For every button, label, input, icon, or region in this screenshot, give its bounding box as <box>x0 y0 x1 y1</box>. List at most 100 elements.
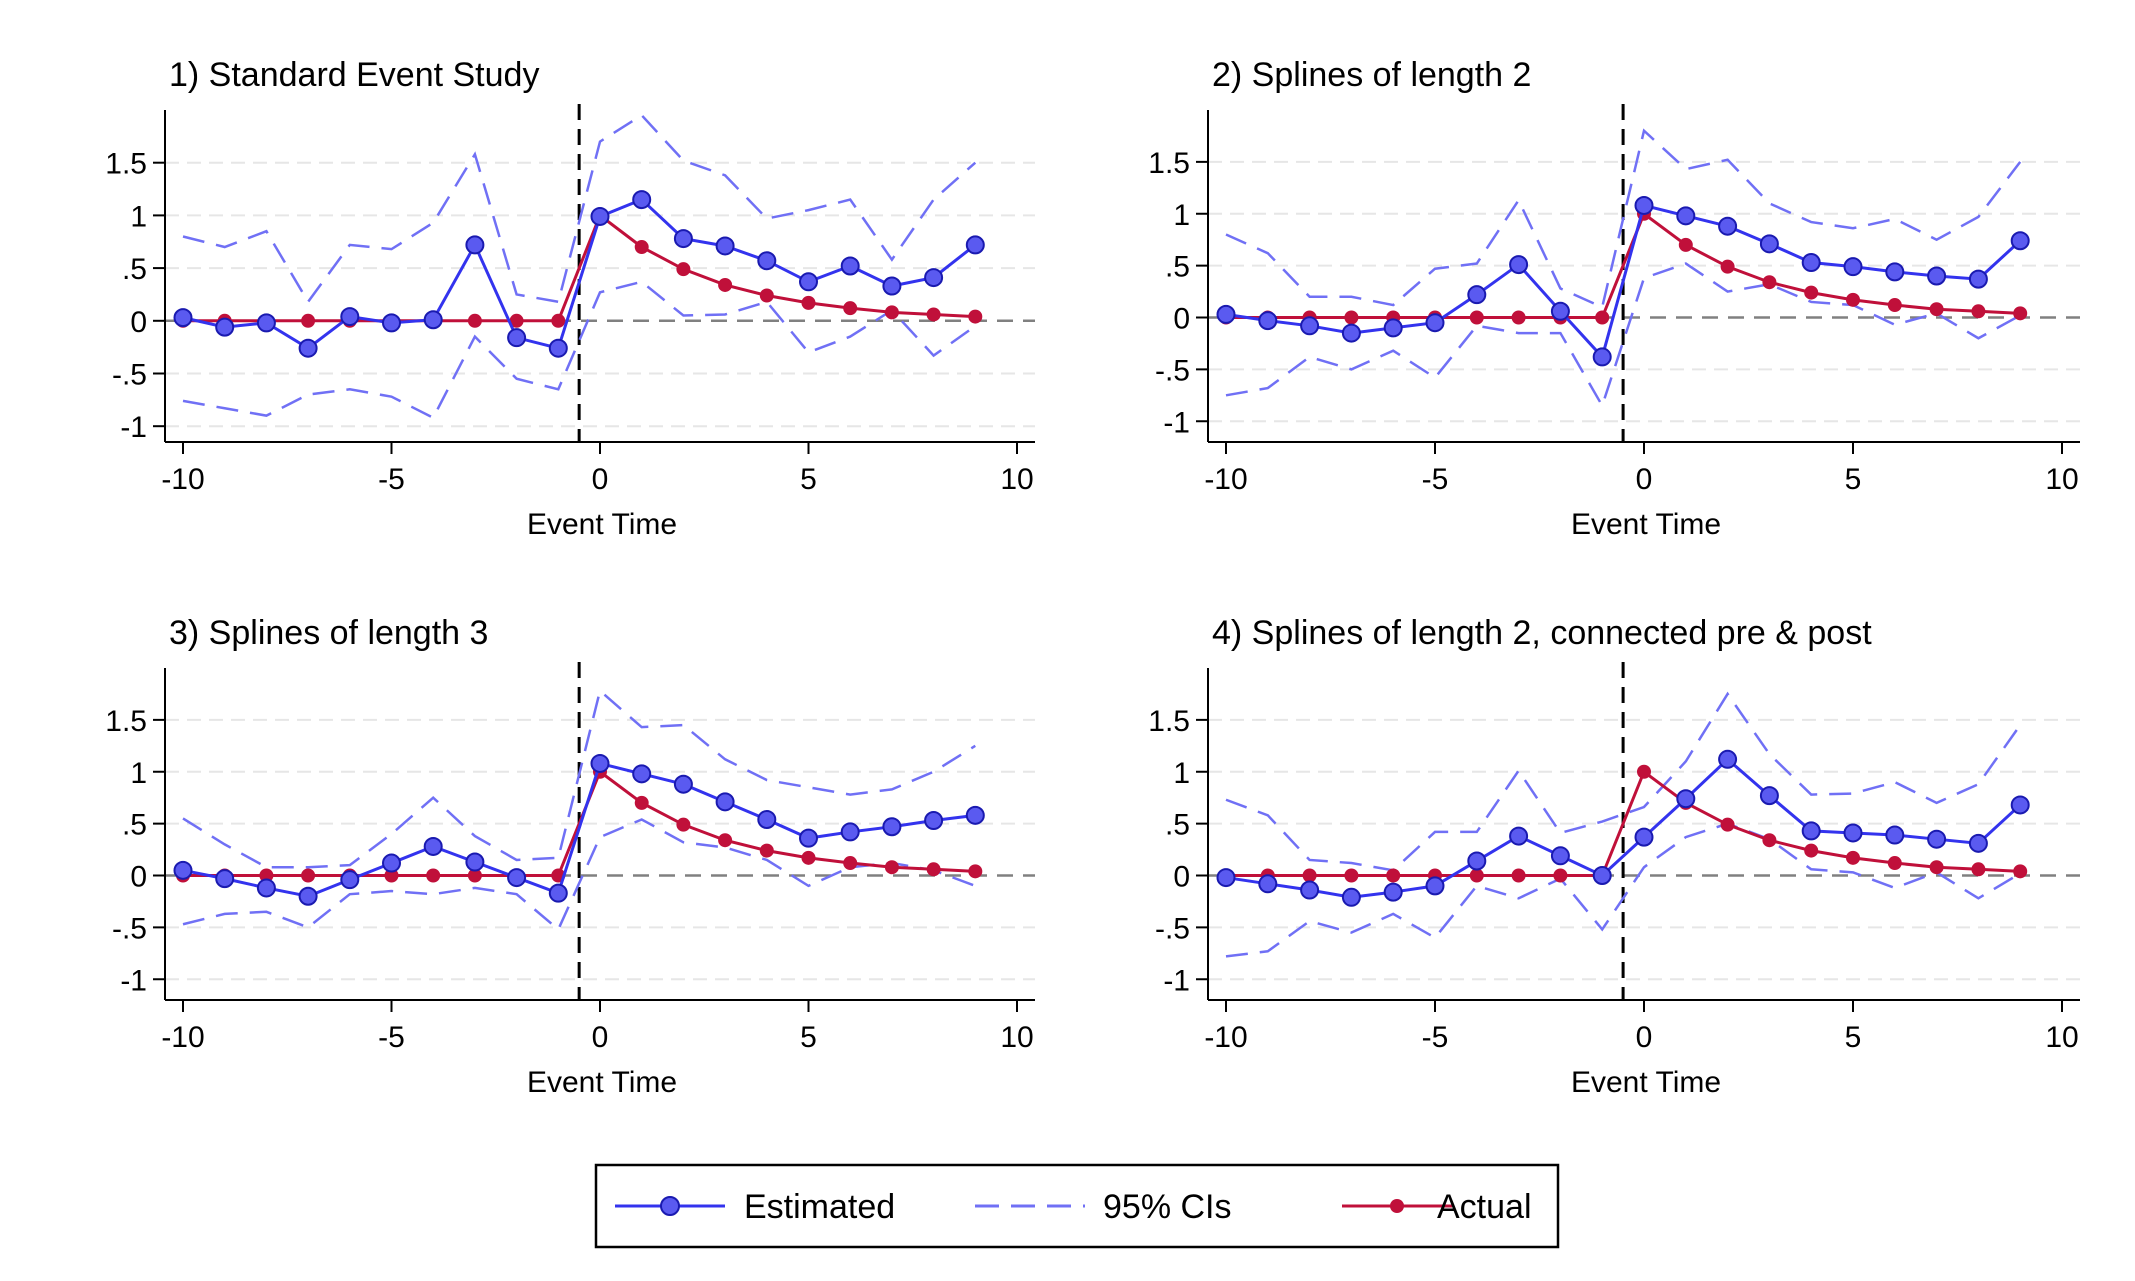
actual-point <box>676 817 691 832</box>
actual-point <box>467 313 482 328</box>
y-tick-label: .5 <box>1165 809 1190 842</box>
actual-point <box>718 833 733 848</box>
y-tick-label: .5 <box>122 809 147 842</box>
estimated-point <box>1634 195 1654 215</box>
estimated-point <box>1759 234 1779 254</box>
y-tick-label: 0 <box>1173 303 1190 336</box>
actual-point <box>1762 275 1777 290</box>
estimated-point <box>1383 882 1403 902</box>
estimated-point <box>673 774 693 794</box>
estimated-point <box>673 229 693 249</box>
estimated-point <box>1300 880 1320 900</box>
y-tick-label: 1 <box>1173 757 1190 790</box>
estimated-point <box>1676 206 1696 226</box>
actual-point <box>1804 285 1819 300</box>
estimated-point <box>382 853 401 873</box>
y-tick-label: 1 <box>1173 199 1190 232</box>
ci-lower-line <box>1225 262 2021 409</box>
estimated-point <box>1843 823 1863 843</box>
panel-title: 1) Standard Event Study <box>169 56 539 94</box>
legend-label: 95% CIs <box>1103 1188 1232 1226</box>
actual-point <box>1846 292 1860 307</box>
actual-point <box>1762 833 1777 848</box>
chart-panel-4: 4) Splines of length 2, connected pre & … <box>1148 614 2080 1099</box>
estimated-point <box>507 868 527 888</box>
y-tick-label: 1.5 <box>105 705 147 738</box>
x-tick-label: -10 <box>1204 463 1247 496</box>
actual-point <box>1511 310 1526 325</box>
actual-point <box>1386 868 1401 883</box>
y-tick-label: 0 <box>1173 861 1190 894</box>
x-tick-label: -10 <box>161 463 204 496</box>
estimated-point <box>1425 313 1445 333</box>
estimated-point <box>548 338 568 358</box>
ci-lower-line <box>182 818 976 932</box>
estimated-point <box>840 822 860 842</box>
actual-point <box>634 795 649 810</box>
estimated-point <box>590 753 610 773</box>
actual-point <box>1302 868 1317 883</box>
actual-point <box>1804 843 1819 858</box>
estimated-point <box>1383 318 1403 338</box>
estimated-point <box>1885 825 1905 845</box>
chart-panel-2: 2) Splines of length 2 -1 -.5 0 .5 1 1.5 -10 -5 0… <box>1148 56 2080 541</box>
estimated-point <box>1927 829 1947 849</box>
actual-point <box>1469 868 1484 883</box>
estimated-point <box>882 817 902 837</box>
actual-point <box>884 860 899 875</box>
estimated-point <box>382 313 401 333</box>
estimated-point <box>1592 347 1612 367</box>
panel-title: 2) Splines of length 2 <box>1212 56 1531 94</box>
legend-estimated-marker <box>660 1196 680 1216</box>
y-tick-label: .5 <box>122 253 147 286</box>
estimated-point <box>507 328 527 348</box>
estimated-point <box>924 268 944 288</box>
actual-point <box>2013 306 2028 321</box>
estimated-point <box>1467 851 1487 871</box>
estimated-point <box>465 852 485 872</box>
estimated-point <box>632 764 652 784</box>
x-tick-label: 0 <box>1636 463 1653 496</box>
estimated-point <box>340 870 360 890</box>
x-tick-label: -10 <box>1204 1021 1247 1054</box>
estimated-point <box>1634 827 1654 847</box>
panel-title: 4) Splines of length 2, connected pre & … <box>1212 614 1872 652</box>
estimated-point <box>715 792 735 812</box>
estimated-point <box>1801 253 1821 273</box>
actual-point <box>1971 862 1986 877</box>
y-tick-label: -.5 <box>1155 354 1190 387</box>
estimated-point <box>2010 795 2030 815</box>
estimated-point <box>1216 868 1236 888</box>
y-tick-label: 1.5 <box>1148 147 1190 180</box>
y-tick-label: 0 <box>130 861 147 894</box>
estimated-point <box>1300 316 1320 336</box>
estimated-point <box>2010 231 2030 251</box>
legend-actual-marker <box>1390 1199 1404 1213</box>
actual-point <box>426 868 441 883</box>
x-tick-label: 5 <box>800 1021 817 1054</box>
actual-point <box>1846 850 1860 865</box>
ci-upper-line <box>1225 691 2022 872</box>
estimated-point <box>256 313 276 333</box>
actual-point <box>926 862 941 877</box>
y-tick-label: 1.5 <box>105 148 147 181</box>
estimated-point <box>1676 789 1696 809</box>
estimated-point <box>1258 311 1278 331</box>
estimated-point <box>1550 846 1570 866</box>
ci-upper-line <box>182 688 976 869</box>
estimated-point <box>215 317 235 337</box>
estimated-point <box>1885 262 1905 282</box>
actual-point <box>1553 868 1568 883</box>
legend-label: Estimated <box>744 1188 895 1226</box>
estimated-point <box>1968 269 1988 289</box>
y-tick-label: 0 <box>130 306 147 339</box>
actual-point <box>718 277 733 292</box>
x-axis-label: Event Time <box>527 508 677 541</box>
estimated-point <box>590 206 610 226</box>
estimated-point <box>1968 833 1988 853</box>
y-tick-label: -.5 <box>1155 912 1190 945</box>
actual-point <box>1971 304 1986 319</box>
actual-point <box>1595 310 1610 325</box>
